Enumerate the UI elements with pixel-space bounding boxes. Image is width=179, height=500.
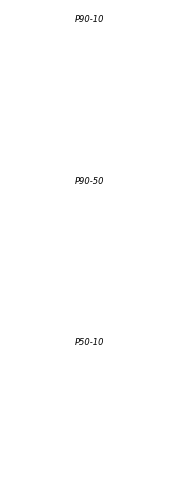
Title: P90-10: P90-10 (75, 15, 104, 24)
Title: P90-50: P90-50 (75, 176, 104, 186)
Title: P50-10: P50-10 (75, 338, 104, 347)
